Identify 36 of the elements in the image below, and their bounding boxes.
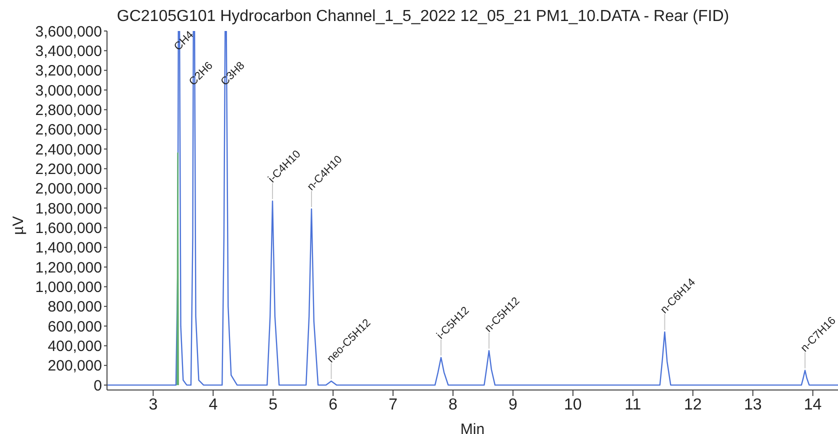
y-tick-label: 2,600,000 [35,122,102,139]
x-tick-label: 14 [804,396,822,414]
y-tick-label: 200,000 [48,358,102,375]
x-tick-label: 12 [684,396,702,414]
y-tick-label: 1,000,000 [35,279,102,296]
y-tick-label: 0 [94,377,102,394]
y-tick-label: 3,200,000 [35,62,102,80]
y-tick-label: 1,800,000 [35,200,102,218]
y-axis-title: µV [10,216,26,234]
y-tick-label: 3,000,000 [35,82,102,100]
x-tick-label: 11 [624,396,642,414]
line-series [107,31,838,386]
annotation: CH4 [172,29,196,54]
x-tick-label: 6 [328,396,338,414]
x-tick-label: 3 [148,396,158,414]
x-tick-label: 7 [388,396,398,414]
x-tick-label: 8 [448,396,458,414]
x-tick-label: 9 [508,396,518,414]
y-tick-label: 3,400,000 [35,42,102,60]
x-tick-label: 13 [744,396,762,414]
y-tick-label: 2,000,000 [35,180,102,198]
y-tick-label: 2,200,000 [35,161,102,178]
y-tick-label: 400,000 [48,338,102,356]
y-tick-label: 800,000 [48,298,102,316]
y-tick-label: 1,200,000 [35,259,102,276]
x-axis-title: Min [460,421,485,434]
x-tick-label: 10 [564,396,582,414]
y-tick-label: 1,600,000 [35,220,102,238]
y-tick-label: 2,400,000 [35,141,102,158]
chart-title: GC2105G101 Hydrocarbon Channel_1_5_2022 12_05_21 PM1_10.DATA - Rear (FID) [116,8,730,25]
x-tick-label: 4 [208,396,218,414]
y-tick-label: 3,600,000 [35,23,102,40]
y-tick-label: 1,400,000 [35,240,102,257]
y-tick-label: 2,800,000 [35,102,102,120]
x-tick-label: 5 [268,396,278,414]
y-tick-label: 600,000 [48,318,102,336]
